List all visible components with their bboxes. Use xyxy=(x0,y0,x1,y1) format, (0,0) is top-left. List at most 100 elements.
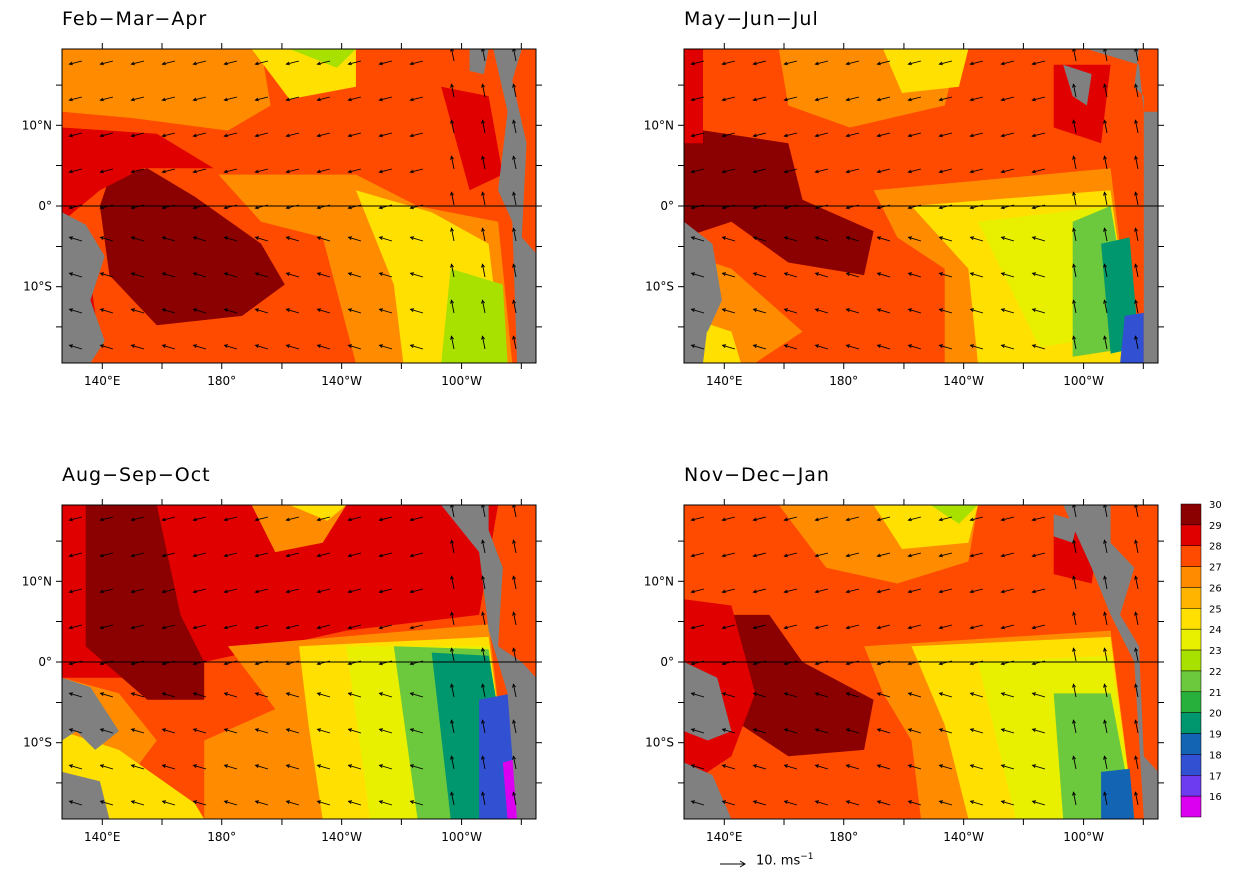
wind-arrow xyxy=(131,800,145,806)
wind-arrowhead xyxy=(254,344,260,348)
land-mask xyxy=(62,212,105,363)
wind-arrowhead xyxy=(481,191,485,196)
wind-arrow xyxy=(193,588,207,593)
wind-arrowhead xyxy=(254,517,259,522)
wind-arrowhead xyxy=(845,589,850,594)
wind-arrowhead xyxy=(68,169,73,174)
wind-arrow xyxy=(1104,756,1108,770)
wind-arrowhead xyxy=(907,344,913,348)
wind-arrow xyxy=(815,96,829,101)
wind-arrow xyxy=(815,588,829,593)
wind-arrow xyxy=(753,692,767,698)
wind-arrow xyxy=(100,236,114,242)
wind-arrowhead xyxy=(752,205,757,210)
wind-arrow xyxy=(162,132,176,137)
wind-arrowhead xyxy=(347,728,353,732)
wind-arrow xyxy=(379,552,393,557)
wind-arrow xyxy=(1073,120,1077,134)
wind-arrowhead xyxy=(1134,539,1138,544)
wind-arrow xyxy=(513,156,517,170)
wind-arrowhead xyxy=(347,344,353,348)
wind-arrow xyxy=(317,308,331,314)
lon-label: 100°W xyxy=(1063,830,1104,844)
wind-arrowhead xyxy=(223,517,228,522)
wind-arrow xyxy=(224,764,238,770)
wind-arrow xyxy=(286,236,300,242)
wind-arrowhead xyxy=(192,728,198,732)
wind-arrow xyxy=(286,168,300,173)
wind-arrow xyxy=(970,96,984,101)
colorbar-label: 18 xyxy=(1209,750,1222,761)
wind-arrow xyxy=(255,236,269,242)
lat-label: 10°N xyxy=(644,574,674,588)
wind-arrowhead xyxy=(161,800,167,804)
wind-arrowhead xyxy=(285,553,290,558)
wind-arrowhead xyxy=(409,728,415,732)
wind-arrowhead xyxy=(721,800,727,804)
wind-arrowhead xyxy=(68,625,73,630)
wind-arrowhead xyxy=(752,625,757,630)
wind-arrow xyxy=(815,272,829,278)
wind-arrow xyxy=(846,624,860,629)
wind-arrow xyxy=(846,764,860,770)
colorbar-label: 30 xyxy=(1209,500,1222,511)
wind-arrowhead xyxy=(938,764,944,768)
lon-label: 100°W xyxy=(441,374,482,388)
wind-arrowhead xyxy=(1134,755,1138,760)
wind-arrow xyxy=(1001,516,1015,521)
wind-arrow xyxy=(224,272,238,278)
wind-arrowhead xyxy=(99,308,105,312)
wind-arrowhead xyxy=(876,800,882,804)
wind-arrow xyxy=(482,84,486,98)
wind-arrowhead xyxy=(378,728,384,732)
wind-arrow xyxy=(784,552,798,557)
wind-arrowhead xyxy=(1000,169,1005,174)
wind-arrowhead xyxy=(690,728,696,732)
wind-arrowhead xyxy=(783,553,788,558)
wind-arrow xyxy=(1032,764,1046,770)
wind-arrowhead xyxy=(845,272,851,276)
lon-label: 180° xyxy=(207,830,236,844)
wind-arrow xyxy=(1135,84,1139,98)
wind-arrowhead xyxy=(285,517,290,522)
wind-arrowhead xyxy=(814,236,820,240)
wind-arrowhead xyxy=(690,205,695,210)
wind-arrowhead xyxy=(285,97,290,102)
wind-arrow xyxy=(1032,692,1046,698)
wind-arrowhead xyxy=(1031,517,1036,522)
wind-arrow xyxy=(193,272,207,278)
wind-arrow xyxy=(513,49,517,62)
wind-arrow xyxy=(482,576,486,590)
wind-arrowhead xyxy=(68,728,74,732)
wind-arrow xyxy=(815,344,829,350)
wind-arrowhead xyxy=(481,505,485,508)
wind-arrow xyxy=(224,624,238,629)
wind-arrow xyxy=(379,132,393,137)
reference-vector-exponent: −1 xyxy=(800,852,814,862)
wind-arrowhead xyxy=(130,517,135,522)
wind-arrow xyxy=(224,552,238,557)
wind-arrowhead xyxy=(1134,119,1138,124)
wind-arrow xyxy=(513,720,517,734)
wind-arrowhead xyxy=(254,133,259,138)
wind-arrowhead xyxy=(845,308,851,312)
wind-arrow xyxy=(451,576,455,590)
wind-arrow xyxy=(348,60,362,65)
wind-arrowhead xyxy=(721,764,727,768)
wind-arrow xyxy=(224,728,238,734)
wind-arrow xyxy=(722,96,736,101)
wind-arrowhead xyxy=(192,553,197,558)
wind-arrow xyxy=(224,344,238,350)
wind-arrowhead xyxy=(409,272,415,276)
wind-arrowhead xyxy=(254,764,260,768)
wind-arrowhead xyxy=(254,272,260,276)
wind-arrowhead xyxy=(409,61,414,66)
wind-arrowhead xyxy=(1134,335,1138,340)
wind-arrowhead xyxy=(1072,155,1076,160)
wind-arrow xyxy=(348,624,362,629)
wind-arrowhead xyxy=(161,272,167,276)
wind-arrow xyxy=(691,132,705,137)
wind-arrow xyxy=(1135,264,1139,278)
wind-arrowhead xyxy=(450,49,454,52)
wind-arrow xyxy=(286,272,300,278)
